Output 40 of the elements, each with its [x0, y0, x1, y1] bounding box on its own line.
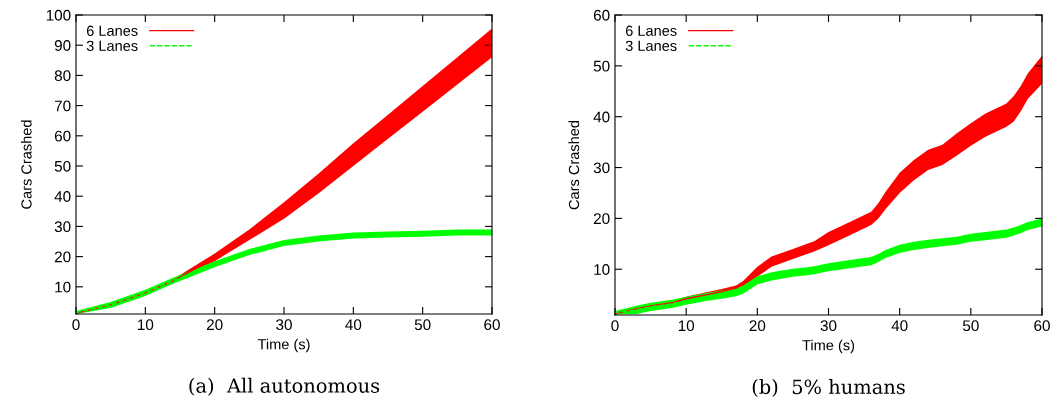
x-tick-label: 50 — [414, 319, 431, 331]
y-tick-label: 50 — [593, 60, 610, 72]
x-tick-label: 50 — [962, 320, 979, 332]
text: (a) All autonomous — [189, 377, 380, 396]
x-tick-label: 0 — [72, 319, 80, 331]
y-tick-label: 40 — [54, 191, 71, 202]
x-tick-label: 60 — [1034, 320, 1050, 332]
y-tick-label: 80 — [54, 70, 71, 82]
x-axis-title: Time (s) — [257, 338, 310, 353]
text: (b) 5% humans — [752, 379, 905, 397]
x-tick-label: 10 — [138, 319, 154, 331]
y-axis-title: Cars Crashed — [20, 120, 32, 209]
y-tick-label: 60 — [54, 130, 71, 142]
x-tick-label: 40 — [345, 319, 362, 331]
x-tick-label: 30 — [276, 319, 292, 331]
y-tick-label: 50 — [54, 160, 71, 172]
y-tick-label: 100 — [46, 9, 71, 21]
y-tick-label: 30 — [54, 221, 71, 233]
x-tick-label: 10 — [678, 320, 695, 332]
y-tick-label: 10 — [594, 264, 610, 275]
y-tick-label: 40 — [593, 111, 610, 123]
x-axis-title: Time (s) — [802, 339, 855, 354]
x-tick-label: 30 — [820, 320, 837, 332]
x-tick-label: 40 — [891, 320, 908, 332]
legend-label: 6 Lanes — [625, 25, 677, 36]
x-tick-label: 60 — [484, 319, 500, 331]
y-tick-label: 20 — [593, 213, 610, 225]
y-tick-label: 70 — [54, 100, 71, 112]
x-tick-label: 20 — [206, 319, 223, 331]
y-tick-label: 20 — [54, 251, 71, 263]
y-tick-label: 90 — [54, 40, 71, 51]
x-tick-label: 0 — [611, 320, 619, 332]
y-tick-label: 10 — [55, 281, 71, 293]
x-tick-label: 20 — [749, 320, 766, 332]
y-axis-title: Cars Crashed — [568, 120, 580, 210]
legend-label: 3 Lanes — [86, 40, 138, 51]
legend-label: 6 Lanes — [86, 25, 138, 36]
legend-label: 3 Lanes — [625, 40, 677, 51]
y-tick-label: 60 — [593, 9, 610, 21]
y-tick-label: 30 — [593, 162, 610, 174]
